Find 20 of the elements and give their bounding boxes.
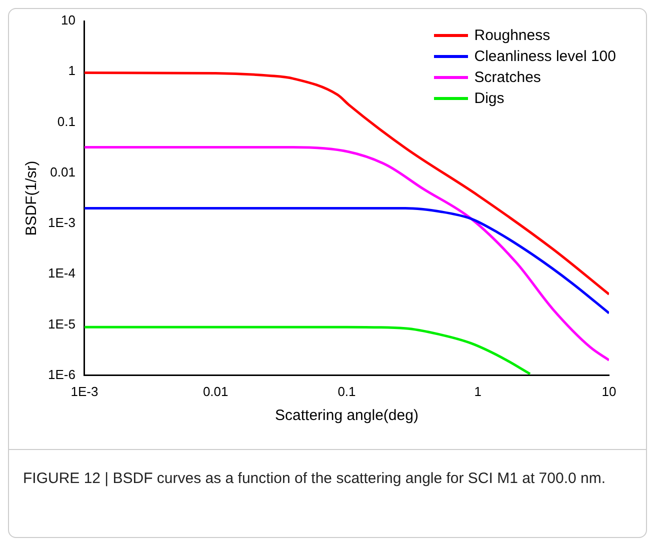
y-tick-label: 10 <box>60 12 76 28</box>
x-tick-label: 1 <box>474 384 482 399</box>
y-tick-label: 1E-6 <box>48 366 76 382</box>
y-tick-label: 0.1 <box>57 114 76 129</box>
x-axis-title: Scattering angle(deg) <box>275 407 418 424</box>
x-tick-label: 10 <box>602 384 616 399</box>
caption: FIGURE 12 | BSDF curves as a function of the scattering angle for SCI M1 at 700.0 nm. <box>23 469 606 489</box>
x-tick-label: 0.1 <box>338 384 356 399</box>
y-tick-label: 1 <box>68 63 76 78</box>
y-tick-label: 1E-3 <box>48 215 76 230</box>
legend-label: Cleanliness level 100 <box>474 48 616 65</box>
legend-label: Roughness <box>474 27 550 44</box>
y-axis-title: BSDF(1/sr) <box>23 160 40 236</box>
x-tick-label: 1E-3 <box>70 384 98 399</box>
legend-label: Scratches <box>474 69 541 86</box>
y-tick-label: 1E-5 <box>48 316 76 332</box>
legend-label: Digs <box>474 90 504 107</box>
y-tick-label: 1E-4 <box>48 266 76 281</box>
x-tick-label: 0.01 <box>202 384 228 399</box>
y-tick-label: 0.01 <box>50 164 76 180</box>
